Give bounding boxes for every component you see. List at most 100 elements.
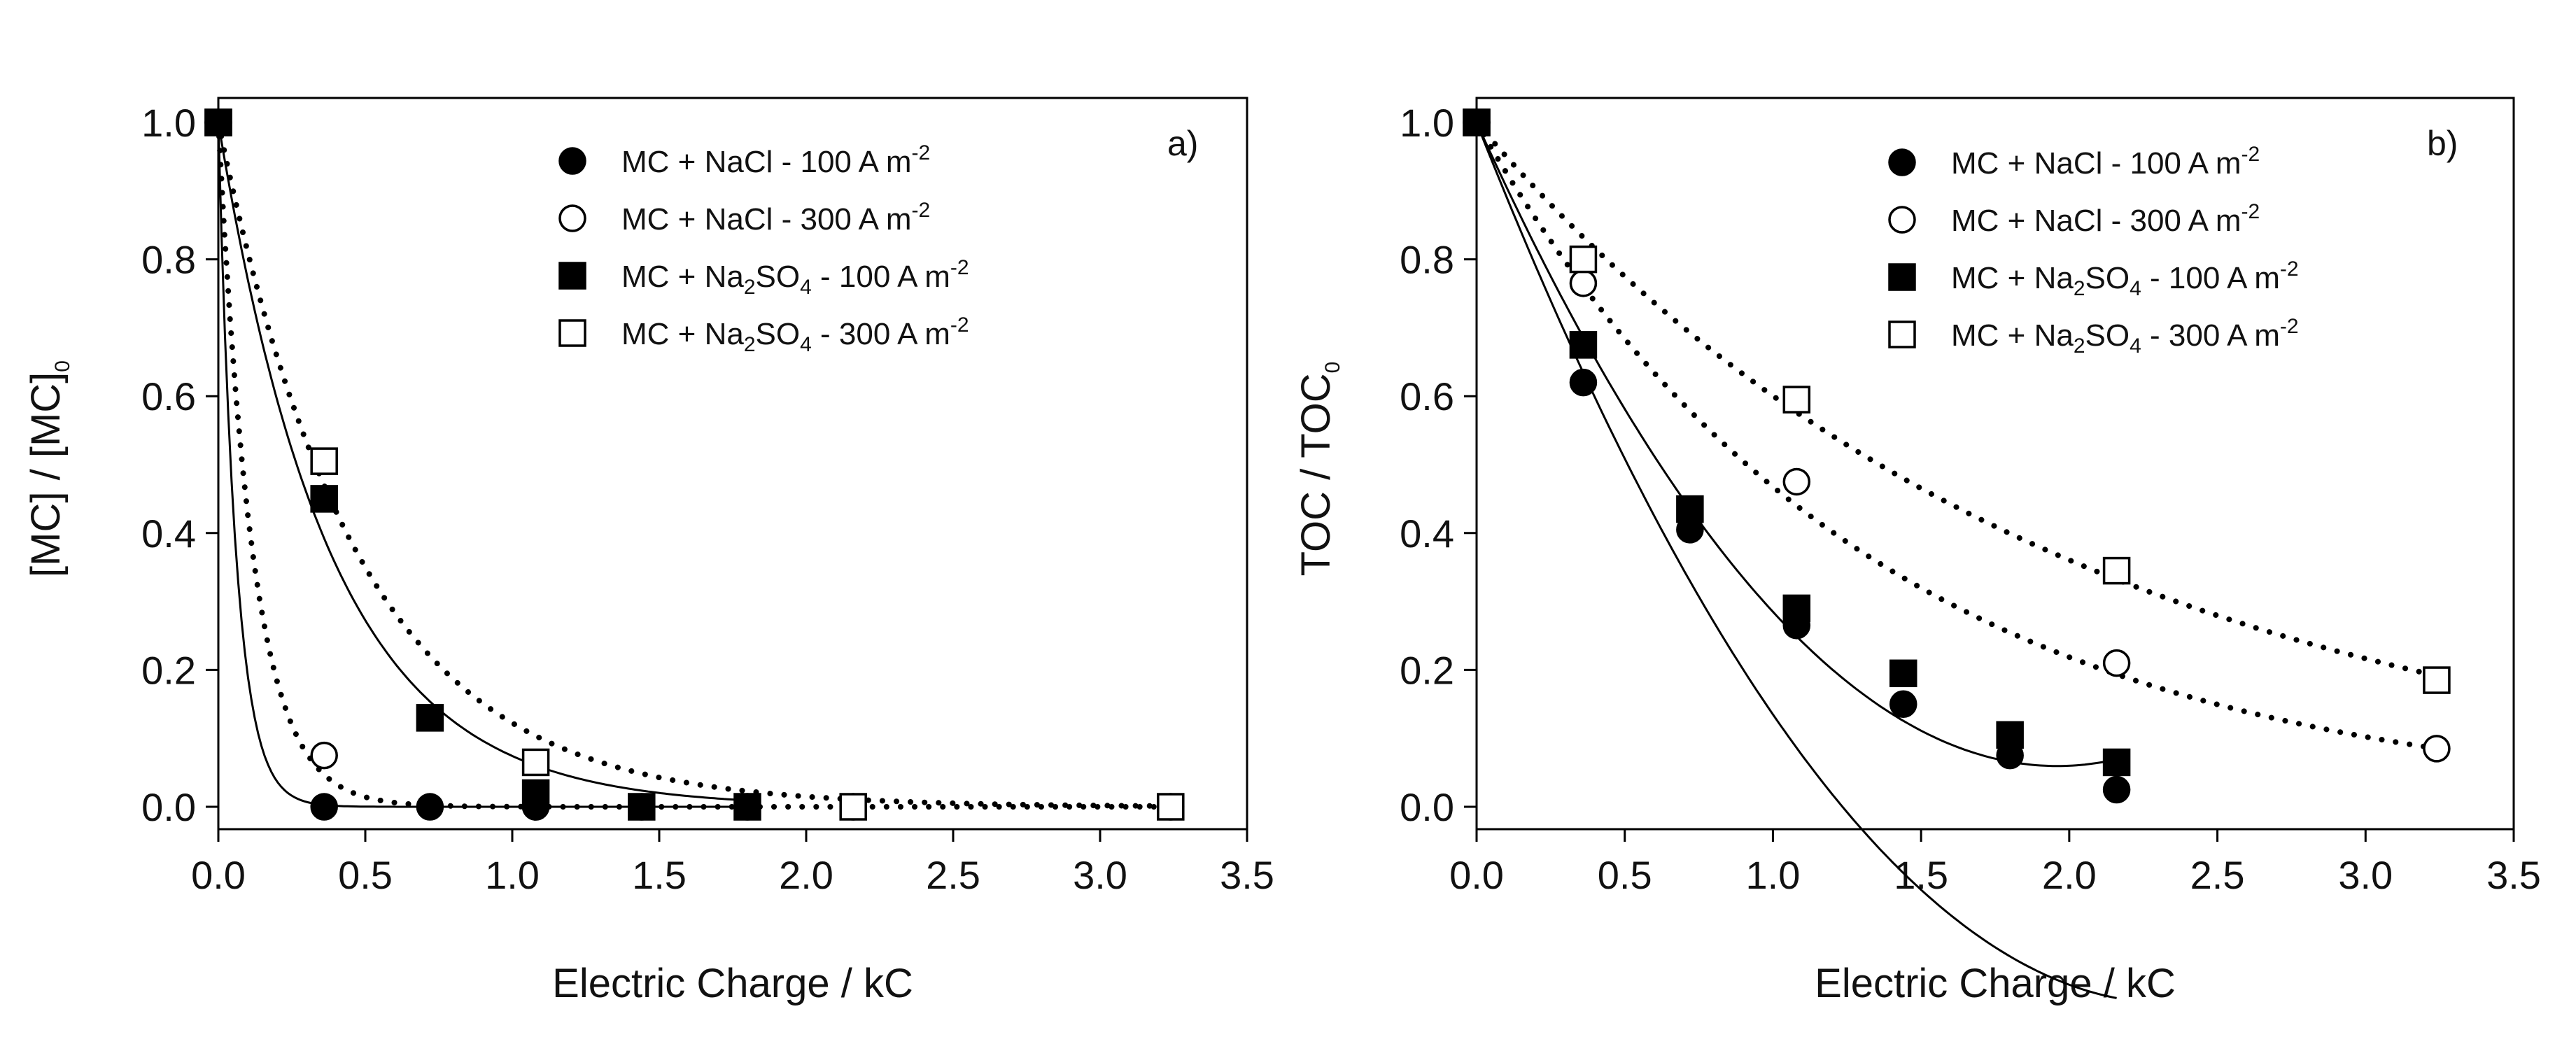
y-tick-label: 0.2 xyxy=(1400,648,1454,692)
legend-label-series-1: MC + NaCl - 100 A m-2 xyxy=(1951,143,2260,181)
legend-subscript: 2 xyxy=(2074,334,2085,358)
data-point-series-1 xyxy=(2102,775,2131,804)
legend-text-part: MC + Na xyxy=(621,260,744,294)
legend-text-part: MC + Na xyxy=(1951,318,2074,353)
data-point-series-4 xyxy=(2423,666,2451,694)
x-tick-label: 1.0 xyxy=(485,853,540,897)
data-point-series-3 xyxy=(733,793,761,821)
data-point-series-3 xyxy=(204,108,232,136)
data-point-series-2 xyxy=(1782,467,1811,496)
data-point-series-3 xyxy=(1463,108,1491,136)
chart-panel-b: 0.0 0.5 1.0 1.5 2.0 2.5 3.0 3.50.00.20.40.60.81… xyxy=(1293,97,2541,1006)
fit-curve-series-4 xyxy=(1474,120,2440,679)
x-tick-label: 2.5 xyxy=(2190,853,2245,897)
y-tick-label: 0.0 xyxy=(141,785,196,829)
y-axis-title-main: TOC / TOC xyxy=(1293,373,1339,576)
legend-marker-series-2 xyxy=(558,204,586,232)
x-tick-label: 3.0 xyxy=(1073,853,1127,897)
data-point-series-2 xyxy=(1569,269,1598,297)
data-point-series-3 xyxy=(2102,748,2131,777)
legend-subscript: 4 xyxy=(800,276,812,299)
y-axis-title-main: [MC] / [MC] xyxy=(23,372,69,577)
y-tick-label: 0.6 xyxy=(1400,374,1454,418)
legend-text-part: - 300 A m xyxy=(812,317,950,351)
legend: MC + NaCl - 100 A m-2MC + NaCl - 300 A m… xyxy=(1888,143,2299,358)
legend-text-part: SO xyxy=(756,317,801,351)
y-tick-label: 0.0 xyxy=(1400,785,1454,829)
x-axis-title: Electric Charge / kC xyxy=(1815,961,2176,1006)
y-tick-label: 1.0 xyxy=(1400,101,1454,145)
y-axis-title-subscript: 0 xyxy=(51,360,74,372)
legend-text-part: - 100 A m xyxy=(2141,261,2280,295)
y-axis-title: TOC / TOC0 xyxy=(1293,362,1344,577)
legend-marker-series-2 xyxy=(1888,206,1916,234)
data-point-series-1 xyxy=(310,793,338,821)
legend-text-part: SO xyxy=(756,260,801,294)
data-point-series-2 xyxy=(2102,649,2131,677)
x-tick-label: 2.5 xyxy=(926,853,980,897)
data-point-series-3 xyxy=(628,793,656,821)
fit-curve-series-2 xyxy=(216,120,1174,810)
legend-text-part: - 100 A m xyxy=(812,260,950,294)
data-point-series-1 xyxy=(1889,690,1917,719)
legend-label-series-4: MC + Na2SO4 - 300 A m-2 xyxy=(621,313,969,356)
legend-text-part: MC + Na xyxy=(1951,261,2074,295)
y-tick-label: 0.6 xyxy=(141,374,196,418)
y-tick-label: 0.4 xyxy=(141,512,196,556)
legend-text-part: MC + NaCl - 100 A m xyxy=(1951,146,2241,181)
data-point-series-3 xyxy=(1569,331,1598,359)
legend-text-part: MC + NaCl - 300 A m xyxy=(621,202,911,237)
x-tick-label: 3.5 xyxy=(2486,853,2541,897)
fit-curve-series-4 xyxy=(216,120,1174,809)
legend-text-part: SO xyxy=(2085,318,2130,353)
data-point-series-2 xyxy=(2423,735,2451,763)
x-axis-title: Electric Charge / kC xyxy=(552,961,913,1006)
legend-superscript: -2 xyxy=(2241,143,2260,166)
plot-frame xyxy=(217,97,1248,831)
data-point-series-3 xyxy=(1996,721,2024,749)
legend-label-series-3: MC + Na2SO4 - 100 A m-2 xyxy=(1951,258,2299,300)
data-point-series-4 xyxy=(1157,793,1185,821)
plot-frame xyxy=(1475,97,2515,831)
legend-superscript: -2 xyxy=(2280,258,2299,281)
y-axis-title: [MC] / [MC]0 xyxy=(23,360,74,577)
legend-subscript: 2 xyxy=(744,276,756,299)
legend-marker-series-1 xyxy=(558,147,586,175)
x-tick-label: 0.5 xyxy=(1598,853,1652,897)
data-point-series-3 xyxy=(416,704,444,732)
legend-subscript: 2 xyxy=(2074,277,2085,300)
legend-superscript: -2 xyxy=(911,199,930,222)
legend-subscript: 4 xyxy=(800,333,812,356)
x-tick-label: 0.0 xyxy=(191,853,246,897)
data-point-series-3 xyxy=(1889,659,1917,688)
data-point-series-4 xyxy=(310,447,338,475)
legend-subscript: 4 xyxy=(2130,334,2141,358)
x-tick-label: 1.5 xyxy=(632,853,687,897)
legend-superscript: -2 xyxy=(950,256,969,279)
x-tick-label: 1.0 xyxy=(1745,853,1800,897)
fit-curve-series-3 xyxy=(217,122,748,802)
legend-label-series-4: MC + Na2SO4 - 300 A m-2 xyxy=(1951,315,2299,358)
legend-subscript: 4 xyxy=(2130,277,2141,300)
x-tick-label: 2.0 xyxy=(2042,853,2097,897)
legend-text-part: MC + Na xyxy=(621,317,744,351)
data-point-series-3 xyxy=(1676,495,1704,523)
data-point-series-4 xyxy=(2102,556,2131,585)
legend-text-part: SO xyxy=(2085,261,2130,295)
legend-text-part: - 300 A m xyxy=(2141,318,2280,353)
legend-marker-series-1 xyxy=(1888,148,1916,176)
legend-label-series-3: MC + Na2SO4 - 100 A m-2 xyxy=(621,256,969,299)
legend-text-part: MC + NaCl - 100 A m xyxy=(621,145,911,179)
data-point-series-1 xyxy=(416,793,444,821)
data-point-series-3 xyxy=(1782,594,1811,623)
data-point-series-4 xyxy=(1782,386,1811,414)
x-tick-label: 0.5 xyxy=(338,853,393,897)
fit-curve-series-2 xyxy=(1474,120,2440,752)
x-tick-label: 0.0 xyxy=(1449,853,1504,897)
legend-marker-series-4 xyxy=(558,319,586,347)
data-point-series-3 xyxy=(521,779,550,807)
y-tick-label: 1.0 xyxy=(141,101,196,145)
x-tick-label: 3.0 xyxy=(2338,853,2393,897)
